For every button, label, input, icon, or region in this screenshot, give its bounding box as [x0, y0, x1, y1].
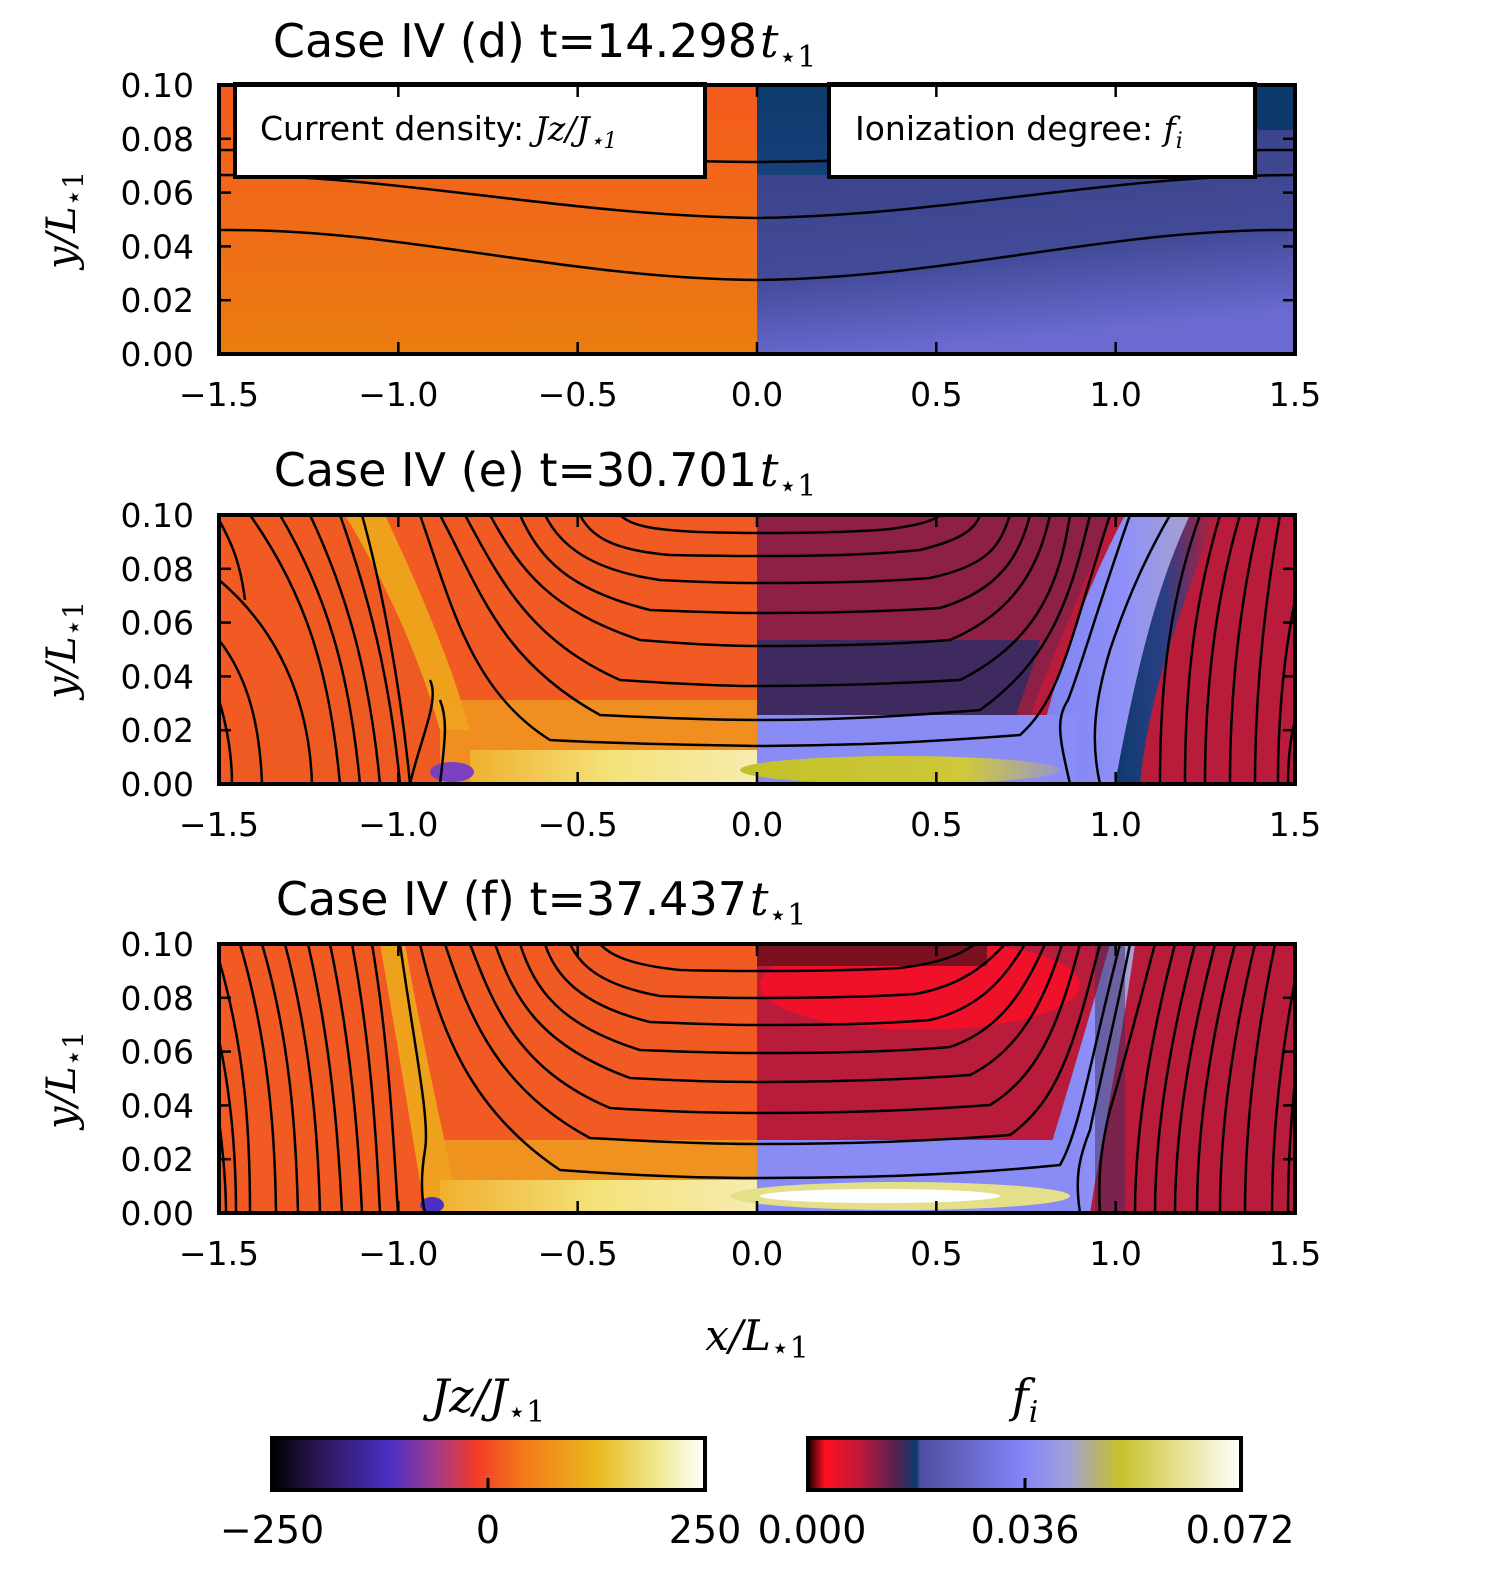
fi-dark-lower-e — [757, 640, 1040, 720]
colorbar-fi-tick-min: 0.000 — [758, 1508, 867, 1552]
x-tick-label: −0.5 — [538, 805, 618, 844]
y-tick-label: 0.02 — [121, 711, 194, 750]
colorbar-fi-gradient — [806, 1436, 1243, 1492]
y-tick-label: 0.00 — [121, 335, 194, 374]
title-e: Case IV (e) t=30.701 — [274, 443, 757, 497]
y-tick-label: 0.06 — [121, 604, 194, 643]
y-tick-label: 0.10 — [121, 496, 194, 535]
y-tick-label: 0.10 — [121, 66, 194, 105]
x-tick-label: −1.5 — [179, 1234, 259, 1273]
y-tick-label: 0.04 — [121, 227, 194, 266]
jz-sheet-f — [440, 1180, 757, 1213]
colorbar-fi-label: fi — [1009, 1369, 1039, 1430]
colorbar-jz-tick-min: −250 — [220, 1508, 324, 1552]
ylabel-d: y/L⋆1 — [39, 171, 90, 271]
colorbar-fi: fi 0.000 0.036 0.072 — [758, 1369, 1295, 1552]
x-tick-label: −1.0 — [358, 805, 438, 844]
x-tick-label: 1.0 — [1089, 805, 1141, 844]
x-tick-label: 1.0 — [1089, 375, 1141, 414]
y-tick-label: 0.08 — [121, 979, 194, 1018]
x-tick-label: 0.5 — [910, 375, 962, 414]
x-tick-label: −1.0 — [358, 375, 438, 414]
colorbar-jz: Jz/J⋆1 −250 0 250 — [220, 1369, 741, 1552]
svg-text:Current density: Jz/J⋆1: Current density: Jz/J⋆1 — [260, 109, 617, 154]
y-tick-label: 0.08 — [121, 120, 194, 159]
title-f-symbol: t⋆1 — [750, 872, 806, 933]
fi-dark-top-f — [757, 944, 987, 966]
x-tick-label: −1.5 — [179, 375, 259, 414]
jz-neg-spot-f — [420, 1197, 444, 1213]
x-tick-label: −1.0 — [358, 1234, 438, 1273]
y-tick-label: 0.06 — [121, 174, 194, 213]
x-tick-label: 1.0 — [1089, 1234, 1141, 1273]
title-e-symbol: t⋆1 — [760, 443, 816, 504]
x-tick-label: 0.0 — [731, 1234, 783, 1273]
ylabel-e: y/L⋆1 — [39, 601, 90, 701]
field-lines-e — [219, 515, 1295, 784]
x-tick-label: 0.5 — [910, 1234, 962, 1273]
y-tick-label: 0.00 — [121, 765, 194, 804]
xlabel: x/L⋆1 — [705, 1311, 809, 1366]
panel-d: Case IV (d) t=14.298 t⋆1 Current density… — [39, 14, 1321, 414]
colorbar-jz-tick-max: 250 — [669, 1508, 742, 1552]
title-f: Case IV (f) t=37.437 — [276, 872, 747, 926]
annotation-box-right: Ionization degree: fi — [827, 82, 1257, 179]
x-tick-label: −1.5 — [179, 805, 259, 844]
y-tick-label: 0.00 — [121, 1194, 194, 1233]
panel-f: Case IV (f) t=37.437 t⋆1 — [39, 872, 1321, 1273]
x-tick-label: 1.5 — [1269, 805, 1321, 844]
x-tick-label: 1.5 — [1269, 375, 1321, 414]
y-tick-label: 0.02 — [121, 1140, 194, 1179]
annotation-box-left: Current density: Jz/J⋆1 — [233, 82, 707, 179]
fi-dark-stripe-e — [1115, 515, 1215, 784]
x-tick-label: 0.0 — [731, 805, 783, 844]
colorbar-jz-tick-mid: 0 — [476, 1508, 500, 1552]
colorbar-jz-label: Jz/J⋆1 — [423, 1369, 546, 1430]
y-tick-label: 0.06 — [121, 1033, 194, 1072]
fi-yellow-sheet-e — [740, 756, 1060, 784]
x-tick-label: 0.5 — [910, 805, 962, 844]
colorbar-fi-tick-mid: 0.036 — [971, 1508, 1080, 1552]
title-d: Case IV (d) t=14.298 — [273, 14, 757, 68]
y-tick-label: 0.08 — [121, 550, 194, 589]
y-tick-label: 0.02 — [121, 281, 194, 320]
y-tick-label: 0.10 — [121, 925, 194, 964]
x-tick-label: −0.5 — [538, 375, 618, 414]
panel-e: Case IV (e) t=30.701 t⋆1 — [39, 443, 1321, 844]
y-tick-label: 0.04 — [121, 1086, 194, 1125]
svg-text:Ionization degree: fi: Ionization degree: fi — [855, 109, 1183, 154]
jz-neg-spot-e — [430, 762, 474, 782]
x-tick-label: −0.5 — [538, 1234, 618, 1273]
x-tick-label: 1.5 — [1269, 1234, 1321, 1273]
x-tick-label: 0.0 — [731, 375, 783, 414]
y-tick-label: 0.04 — [121, 657, 194, 696]
title-d-symbol: t⋆1 — [760, 14, 816, 75]
field-lines-f — [219, 944, 1295, 1213]
ylabel-f: y/L⋆1 — [39, 1031, 90, 1131]
fi-yellow-core-f — [760, 1189, 1000, 1203]
colorbar-fi-tick-max: 0.072 — [1186, 1508, 1295, 1552]
jz-sheet-e — [470, 750, 757, 784]
